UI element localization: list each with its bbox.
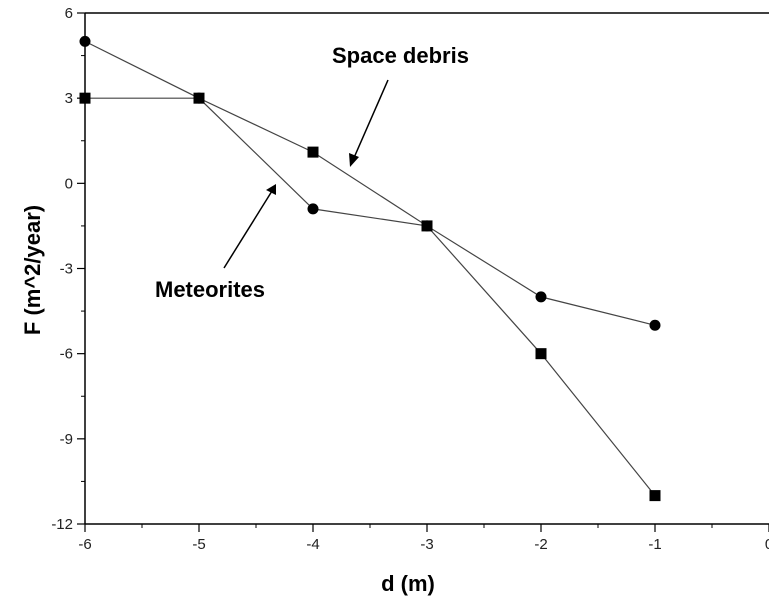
- annotation-meteorites-arrow: [223, 190, 273, 269]
- x-tick-label: -6: [78, 536, 91, 553]
- space-debris-point: [79, 92, 91, 104]
- meteorites-point: [193, 92, 205, 104]
- y-tick-label: -9: [60, 431, 73, 448]
- x-tick-label: 0: [765, 536, 769, 553]
- x-tick-label: -2: [534, 536, 547, 553]
- y-tick-label: 3: [65, 90, 73, 107]
- y-axis-title: F (m^2/year): [20, 205, 45, 335]
- space-debris-line: [85, 97, 656, 496]
- space-debris-point: [649, 490, 661, 502]
- x-axis-ticks: -6 -5 -4 -3 -2 -1 0: [78, 524, 769, 553]
- x-tick-label: -1: [648, 536, 661, 553]
- y-tick-label: -12: [51, 516, 73, 533]
- x-axis-title: d (m): [381, 571, 435, 596]
- space-debris-point: [307, 146, 319, 158]
- y-axis-ticks: 6 3 0 -3 -6 -9 -12: [51, 5, 85, 533]
- y-tick-label: -3: [60, 261, 73, 278]
- annotation-space-debris-arrow: [352, 79, 389, 161]
- y-tick-label: 6: [65, 5, 73, 22]
- x-tick-label: -3: [420, 536, 433, 553]
- plot-frame: [84, 12, 769, 525]
- annotation-space-debris-arrowhead: [349, 153, 359, 167]
- annotation-meteorites-arrowhead: [266, 184, 276, 195]
- meteorites-point: [79, 35, 91, 47]
- series-markers: [79, 35, 661, 502]
- meteorites-point: [649, 319, 661, 331]
- annotation-space-debris: Space debris: [332, 43, 469, 68]
- annotation-meteorites: Meteorites: [155, 277, 265, 302]
- meteorites-line: [84, 40, 656, 326]
- meteorites-point: [307, 203, 319, 215]
- x-tick-label: -5: [192, 536, 205, 553]
- y-tick-label: 0: [65, 175, 73, 192]
- annotations: Space debris Meteorites: [155, 43, 469, 302]
- x-tick-label: -4: [306, 536, 319, 553]
- meteorites-point: [421, 220, 433, 232]
- y-tick-label: -6: [60, 346, 73, 363]
- series-lines: [84, 40, 656, 496]
- space-debris-point: [535, 348, 547, 360]
- meteorites-point: [535, 291, 547, 303]
